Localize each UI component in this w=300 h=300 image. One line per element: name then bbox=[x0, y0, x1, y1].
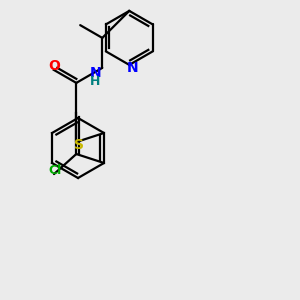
Text: H: H bbox=[90, 75, 101, 88]
Text: S: S bbox=[74, 138, 84, 152]
Text: N: N bbox=[127, 61, 138, 75]
Text: O: O bbox=[48, 59, 60, 73]
Text: Cl: Cl bbox=[48, 164, 62, 177]
Text: N: N bbox=[89, 66, 101, 80]
